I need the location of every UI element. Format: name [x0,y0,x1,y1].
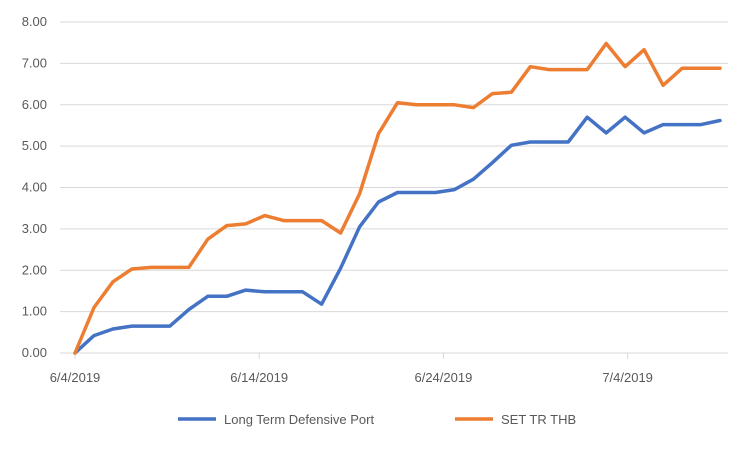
x-tick-label: 6/4/2019 [50,370,101,385]
y-tick-label: 5.00 [22,138,47,153]
x-tick-label: 7/4/2019 [602,370,653,385]
x-tick-label: 6/14/2019 [230,370,288,385]
series-line-1 [73,41,722,355]
y-tick-label: 3.00 [22,221,47,236]
y-tick-label: 7.00 [22,55,47,70]
x-tick-label: 6/24/2019 [414,370,472,385]
legend-label: Long Term Defensive Port [224,412,374,427]
y-tick-label: 8.00 [22,14,47,29]
legend-label: SET TR THB [501,412,576,427]
y-tick-label: 4.00 [22,180,47,195]
y-tick-label: 0.00 [22,345,47,360]
y-tick-label: 6.00 [22,97,47,112]
y-tick-label: 1.00 [22,304,47,319]
y-tick-label: 2.00 [22,262,47,277]
series-line-0 [73,115,722,355]
